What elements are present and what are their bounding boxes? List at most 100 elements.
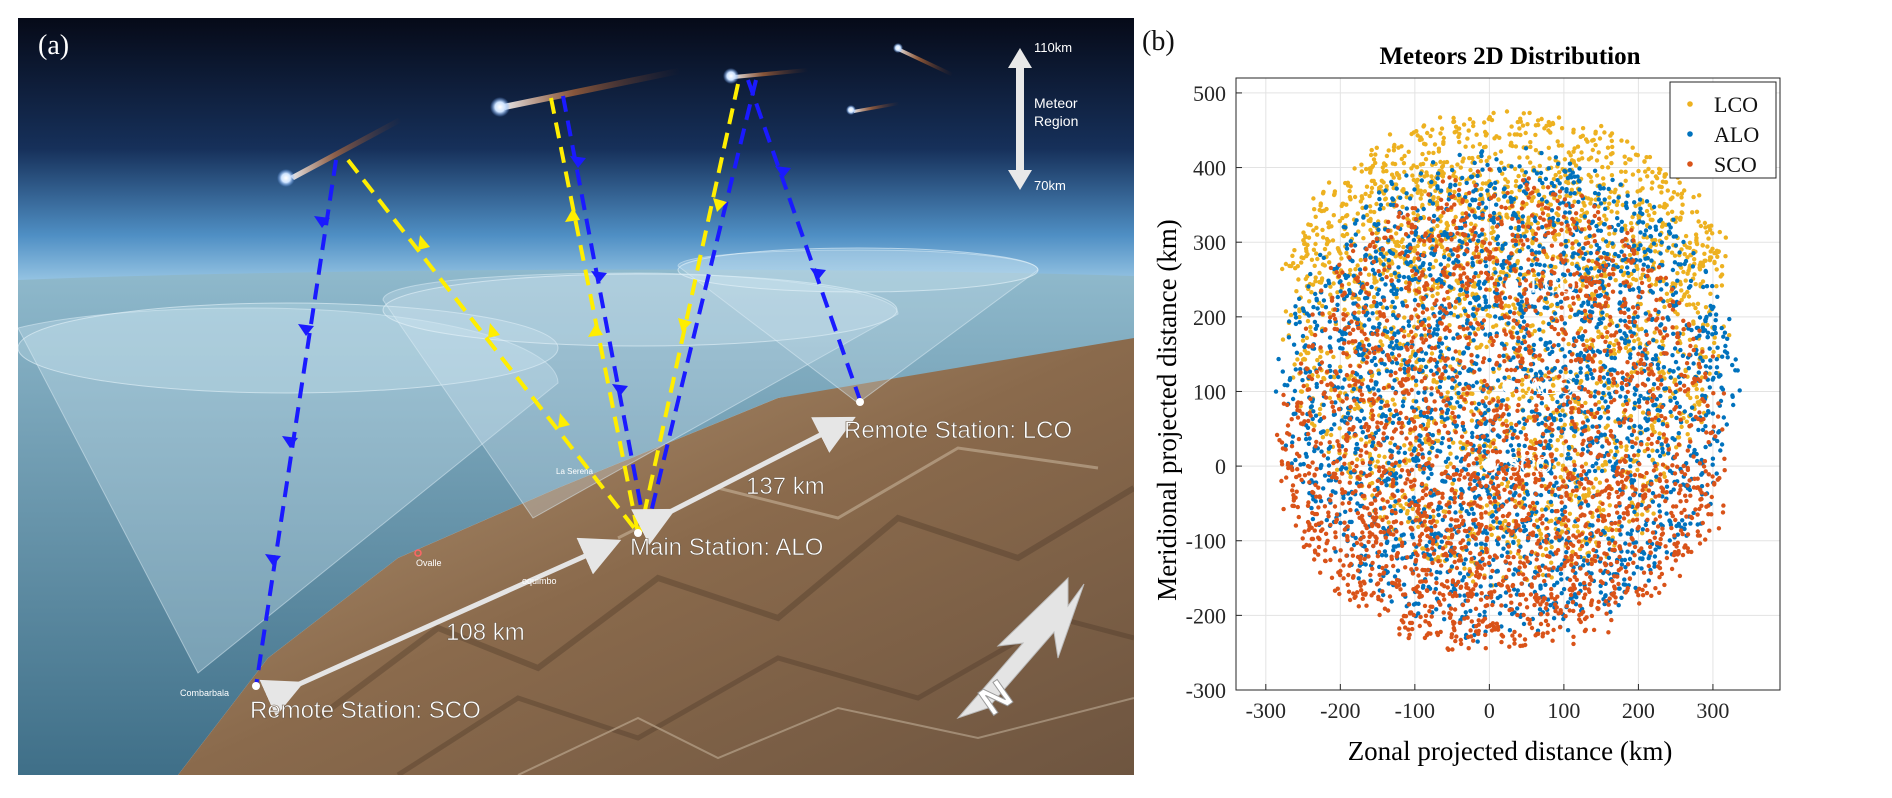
- scatter-point: [1497, 167, 1501, 171]
- scatter-point: [1624, 346, 1628, 350]
- scatter-point: [1432, 253, 1436, 257]
- scatter-point: [1563, 354, 1567, 358]
- scatter-point: [1349, 239, 1353, 243]
- scatter-point: [1385, 436, 1389, 440]
- scatter-point: [1355, 372, 1359, 376]
- scatter-point: [1593, 169, 1597, 173]
- scatter-point: [1476, 327, 1480, 331]
- scatter-point: [1696, 522, 1700, 526]
- scatter-point: [1451, 336, 1455, 340]
- scatter-point: [1687, 294, 1691, 298]
- scatter-point: [1402, 532, 1406, 536]
- scatter-point: [1324, 305, 1328, 309]
- scatter-point: [1628, 253, 1632, 257]
- scatter-point: [1594, 130, 1598, 134]
- scatter-point: [1400, 205, 1404, 209]
- scatter-point: [1579, 135, 1583, 139]
- scatter-point: [1559, 453, 1563, 457]
- scatter-point: [1708, 292, 1712, 296]
- scatter-point: [1658, 204, 1662, 208]
- scatter-point: [1586, 196, 1590, 200]
- scatter-point: [1576, 200, 1580, 204]
- scatter-point: [1583, 252, 1587, 256]
- scatter-point: [1642, 160, 1646, 164]
- scatter-point: [1384, 483, 1388, 487]
- scatter-point: [1636, 247, 1640, 251]
- scatter-point: [1619, 182, 1623, 186]
- scatter-point: [1363, 192, 1367, 196]
- scatter-point: [1540, 197, 1544, 201]
- scatter-point: [1474, 542, 1478, 546]
- scatter-point: [1577, 166, 1581, 170]
- scatter-point: [1346, 411, 1350, 415]
- scatter-point: [1457, 132, 1461, 136]
- scatter-point: [1318, 407, 1322, 411]
- scatter-point: [1367, 343, 1371, 347]
- scatter-point: [1312, 207, 1316, 211]
- scatter-point: [1688, 241, 1692, 245]
- panel-b-tag: (b): [1142, 26, 1175, 58]
- scatter-point: [1429, 228, 1433, 232]
- scatter-point: [1385, 154, 1389, 158]
- scatter-point: [1370, 444, 1374, 448]
- scatter-point: [1613, 352, 1617, 356]
- scatter-point: [1474, 345, 1478, 349]
- scatter-point: [1628, 356, 1632, 360]
- scatter-point: [1693, 306, 1697, 310]
- scatter-point: [1470, 418, 1474, 422]
- scatter-point: [1571, 170, 1575, 174]
- scatter-point: [1556, 218, 1560, 222]
- scatter-point: [1571, 128, 1575, 132]
- scatter-point: [1615, 324, 1619, 328]
- meteor-region-label-line1: Meteor: [1034, 95, 1078, 111]
- scatter-point: [1567, 446, 1571, 450]
- scatter-point: [1408, 447, 1412, 451]
- scatter-point: [1475, 354, 1479, 358]
- scatter-point: [1292, 412, 1296, 416]
- scatter-point: [1451, 116, 1455, 120]
- scatter-point: [1508, 310, 1512, 314]
- scatter-point: [1587, 173, 1591, 177]
- scatter-point: [1379, 252, 1383, 256]
- scatter-point: [1387, 520, 1391, 524]
- scatter-point: [1493, 270, 1497, 274]
- scatter-point: [1711, 377, 1715, 381]
- scatter-point: [1447, 445, 1451, 449]
- scatter-point: [1373, 161, 1377, 165]
- scatter-point: [1525, 122, 1529, 126]
- scatter-point: [1426, 476, 1430, 480]
- scatter-point: [1628, 557, 1632, 561]
- scatter-point: [1572, 191, 1576, 195]
- scatter-point: [1601, 176, 1605, 180]
- scatter-point: [1545, 347, 1549, 351]
- scatter-point: [1530, 410, 1534, 414]
- scatter-point: [1712, 261, 1716, 265]
- scatter-point: [1720, 442, 1724, 446]
- scatter-point: [1392, 402, 1396, 406]
- scatter-point: [1564, 244, 1568, 248]
- scatter-point: [1317, 280, 1321, 284]
- scatter-point: [1548, 352, 1552, 356]
- scatter-point: [1644, 155, 1648, 159]
- scatter-point: [1360, 194, 1364, 198]
- scatter-point: [1318, 466, 1322, 470]
- scatter-point: [1606, 146, 1610, 150]
- scatter-point: [1399, 144, 1403, 148]
- scatter-point: [1558, 413, 1562, 417]
- scatter-point: [1281, 337, 1285, 341]
- scatter-point: [1672, 234, 1676, 238]
- scatter-point: [1289, 264, 1293, 268]
- scatter-point: [1712, 341, 1716, 345]
- scatter-point: [1509, 124, 1513, 128]
- scatter-point: [1427, 457, 1431, 461]
- scatter-point: [1687, 444, 1691, 448]
- scatter-point: [1593, 143, 1597, 147]
- scatter-point: [1650, 180, 1654, 184]
- scatter-point: [1481, 181, 1485, 185]
- scatter-point: [1568, 456, 1572, 460]
- scatter-point: [1627, 519, 1631, 523]
- scatter-point: [1703, 221, 1707, 225]
- scatter-point: [1521, 408, 1525, 412]
- scatter-point: [1599, 201, 1603, 205]
